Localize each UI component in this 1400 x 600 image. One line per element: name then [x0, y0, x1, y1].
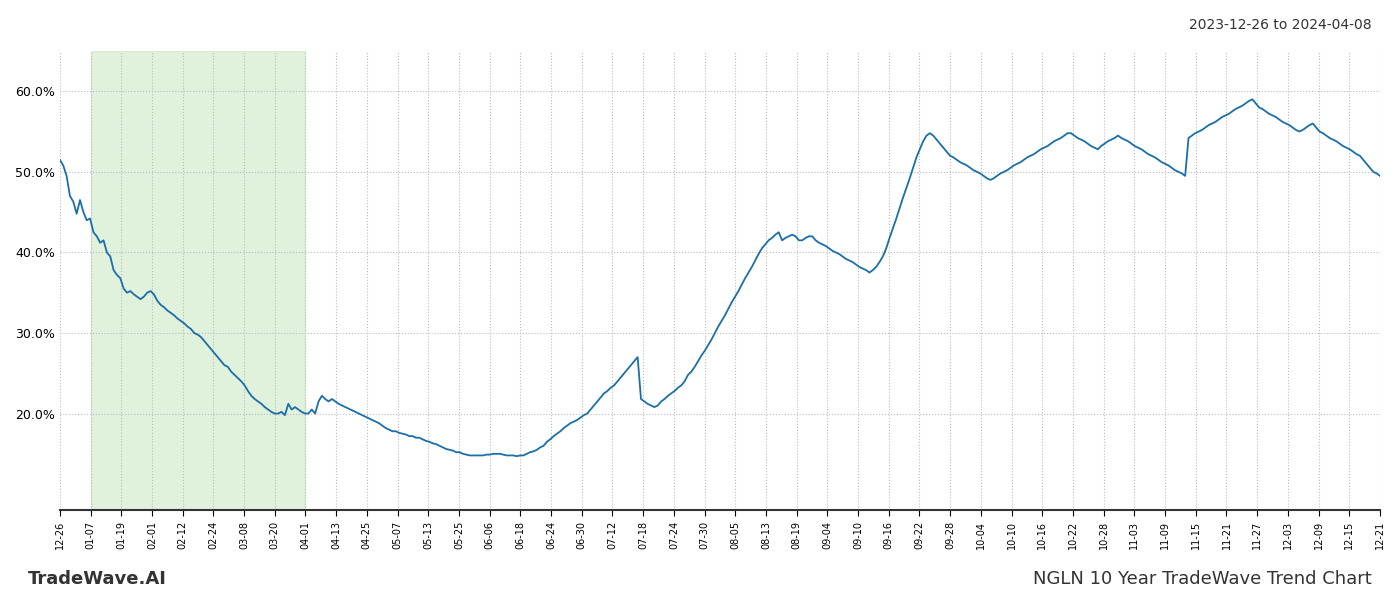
Text: NGLN 10 Year TradeWave Trend Chart: NGLN 10 Year TradeWave Trend Chart	[1033, 570, 1372, 588]
Text: 2023-12-26 to 2024-04-08: 2023-12-26 to 2024-04-08	[1190, 18, 1372, 32]
Text: TradeWave.AI: TradeWave.AI	[28, 570, 167, 588]
Bar	[91, 51, 305, 510]
